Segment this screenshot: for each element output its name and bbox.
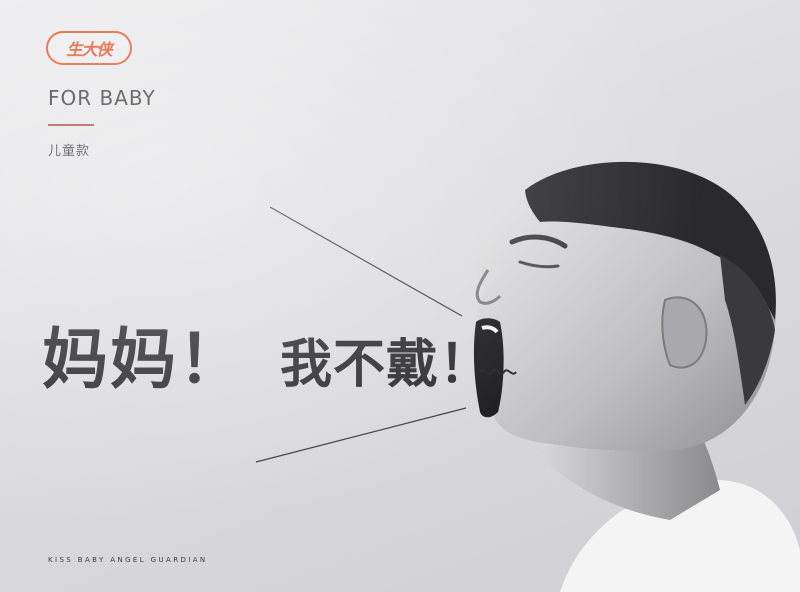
closed-eye: [518, 260, 560, 269]
screaming-boy-illustration: [473, 161, 800, 592]
ear: [661, 296, 708, 369]
footer-tagline: KISS BABY ANGEL GUARDIAN: [48, 556, 208, 564]
hair: [525, 161, 776, 320]
lower-ray: [255, 407, 467, 463]
teeth: [481, 325, 499, 334]
open-mouth: [473, 318, 504, 418]
headline: 妈妈！ 我不戴！: [42, 306, 492, 402]
eyebrow: [509, 234, 568, 249]
page-subtitle: 儿童款: [48, 144, 91, 159]
brand-logo: 生大侠: [46, 31, 132, 65]
page-title: FOR BABY: [48, 86, 156, 110]
hair-side: [720, 255, 775, 405]
shirt: [560, 479, 800, 592]
scream-squiggle: [479, 369, 517, 375]
headline-main: 妈妈！: [42, 321, 246, 398]
headline-sub: 我不戴！: [280, 335, 493, 395]
nose: [475, 269, 502, 305]
title-divider: [48, 124, 94, 126]
brand-logo-text: 生大侠: [66, 40, 112, 59]
upper-ray: [269, 206, 463, 317]
